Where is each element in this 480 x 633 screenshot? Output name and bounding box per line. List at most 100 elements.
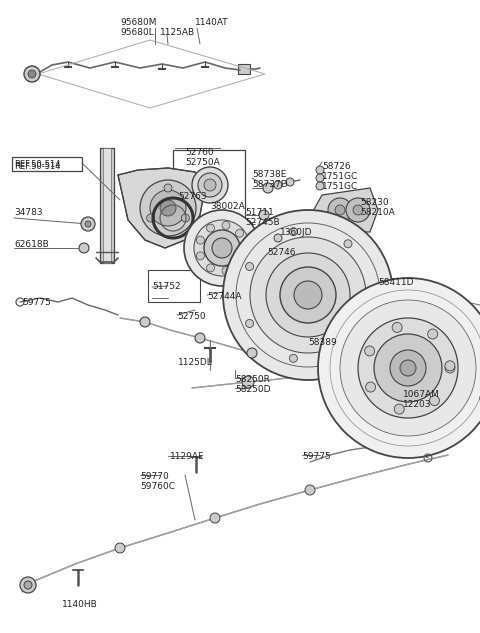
Bar bbox=[238, 64, 250, 74]
Circle shape bbox=[268, 254, 276, 262]
Text: 59775: 59775 bbox=[22, 298, 51, 307]
Circle shape bbox=[192, 167, 228, 203]
Circle shape bbox=[206, 224, 215, 232]
Bar bbox=[173, 150, 245, 218]
Text: 58230: 58230 bbox=[360, 198, 389, 207]
Text: 58737D: 58737D bbox=[252, 180, 288, 189]
Circle shape bbox=[24, 581, 32, 589]
Bar bbox=[148, 270, 200, 302]
Text: 34783: 34783 bbox=[14, 208, 43, 217]
Circle shape bbox=[196, 236, 204, 244]
Circle shape bbox=[316, 166, 324, 174]
Circle shape bbox=[212, 238, 232, 258]
Circle shape bbox=[250, 237, 366, 353]
Circle shape bbox=[263, 183, 273, 193]
Circle shape bbox=[210, 513, 220, 523]
Circle shape bbox=[316, 174, 324, 182]
Text: 62618B: 62618B bbox=[14, 240, 49, 249]
Circle shape bbox=[181, 214, 189, 222]
Circle shape bbox=[366, 382, 375, 392]
Circle shape bbox=[274, 181, 282, 189]
Text: 1125AB: 1125AB bbox=[160, 28, 195, 37]
Circle shape bbox=[392, 322, 402, 332]
Circle shape bbox=[81, 217, 95, 231]
Circle shape bbox=[318, 278, 480, 458]
Circle shape bbox=[445, 363, 455, 373]
Text: 95680M: 95680M bbox=[120, 18, 156, 27]
Circle shape bbox=[247, 348, 257, 358]
Text: 95680L: 95680L bbox=[120, 28, 154, 37]
Circle shape bbox=[222, 222, 230, 229]
Circle shape bbox=[344, 240, 352, 248]
Circle shape bbox=[115, 543, 125, 553]
Circle shape bbox=[236, 229, 244, 237]
Circle shape bbox=[390, 350, 426, 386]
Text: 59760C: 59760C bbox=[140, 482, 175, 491]
Circle shape bbox=[286, 178, 294, 186]
Circle shape bbox=[24, 66, 40, 82]
Text: 1129AE: 1129AE bbox=[170, 452, 204, 461]
Text: 52763: 52763 bbox=[178, 192, 206, 201]
Circle shape bbox=[79, 243, 89, 253]
Text: 58250D: 58250D bbox=[235, 385, 271, 394]
Circle shape bbox=[289, 354, 298, 362]
Circle shape bbox=[85, 221, 91, 227]
Circle shape bbox=[305, 485, 315, 495]
Bar bbox=[100, 148, 114, 263]
Circle shape bbox=[280, 267, 336, 323]
Circle shape bbox=[346, 198, 370, 222]
Circle shape bbox=[242, 376, 254, 388]
Text: 52760: 52760 bbox=[185, 148, 214, 157]
Circle shape bbox=[184, 210, 260, 286]
Text: 1751GC: 1751GC bbox=[322, 182, 358, 191]
Circle shape bbox=[445, 361, 455, 371]
Circle shape bbox=[335, 205, 345, 215]
Text: 51711: 51711 bbox=[245, 208, 274, 217]
Circle shape bbox=[340, 300, 476, 436]
Text: REF.50-514: REF.50-514 bbox=[14, 160, 60, 169]
Text: 38002A: 38002A bbox=[210, 202, 245, 211]
Text: 52746: 52746 bbox=[267, 248, 296, 257]
Text: 58210A: 58210A bbox=[360, 208, 395, 217]
Text: 1067AM: 1067AM bbox=[403, 390, 440, 399]
Text: 52750A: 52750A bbox=[185, 158, 220, 167]
Circle shape bbox=[150, 190, 186, 226]
Text: 1751GC: 1751GC bbox=[322, 172, 358, 181]
Circle shape bbox=[266, 253, 350, 337]
Circle shape bbox=[353, 205, 363, 215]
Text: 52745B: 52745B bbox=[245, 218, 280, 227]
Circle shape bbox=[204, 230, 240, 266]
Circle shape bbox=[374, 334, 442, 402]
Circle shape bbox=[147, 214, 155, 222]
Circle shape bbox=[294, 281, 322, 309]
Circle shape bbox=[246, 320, 253, 327]
Circle shape bbox=[259, 210, 269, 220]
Circle shape bbox=[328, 198, 352, 222]
Circle shape bbox=[316, 182, 324, 190]
Text: 51752: 51752 bbox=[152, 282, 180, 291]
Text: 58738E: 58738E bbox=[252, 170, 287, 179]
Circle shape bbox=[160, 200, 176, 216]
FancyBboxPatch shape bbox=[12, 157, 82, 171]
Text: 1360JD: 1360JD bbox=[280, 228, 312, 237]
Circle shape bbox=[196, 252, 204, 260]
Circle shape bbox=[365, 346, 374, 356]
Circle shape bbox=[223, 210, 393, 380]
Text: 59770: 59770 bbox=[140, 472, 169, 481]
Circle shape bbox=[204, 179, 216, 191]
Circle shape bbox=[369, 291, 377, 299]
Circle shape bbox=[198, 173, 222, 197]
Circle shape bbox=[206, 264, 215, 272]
Bar bbox=[103, 148, 111, 263]
Circle shape bbox=[20, 577, 36, 593]
Text: 58726: 58726 bbox=[322, 162, 350, 171]
Text: 12203: 12203 bbox=[403, 400, 432, 409]
Circle shape bbox=[400, 360, 416, 376]
Circle shape bbox=[246, 263, 253, 270]
Text: 58250R: 58250R bbox=[235, 375, 270, 384]
Text: 52750: 52750 bbox=[177, 312, 205, 321]
Text: 1140HB: 1140HB bbox=[62, 600, 98, 609]
Text: REF.50-514: REF.50-514 bbox=[14, 162, 60, 171]
Text: 52744A: 52744A bbox=[207, 292, 241, 301]
Circle shape bbox=[222, 266, 230, 275]
